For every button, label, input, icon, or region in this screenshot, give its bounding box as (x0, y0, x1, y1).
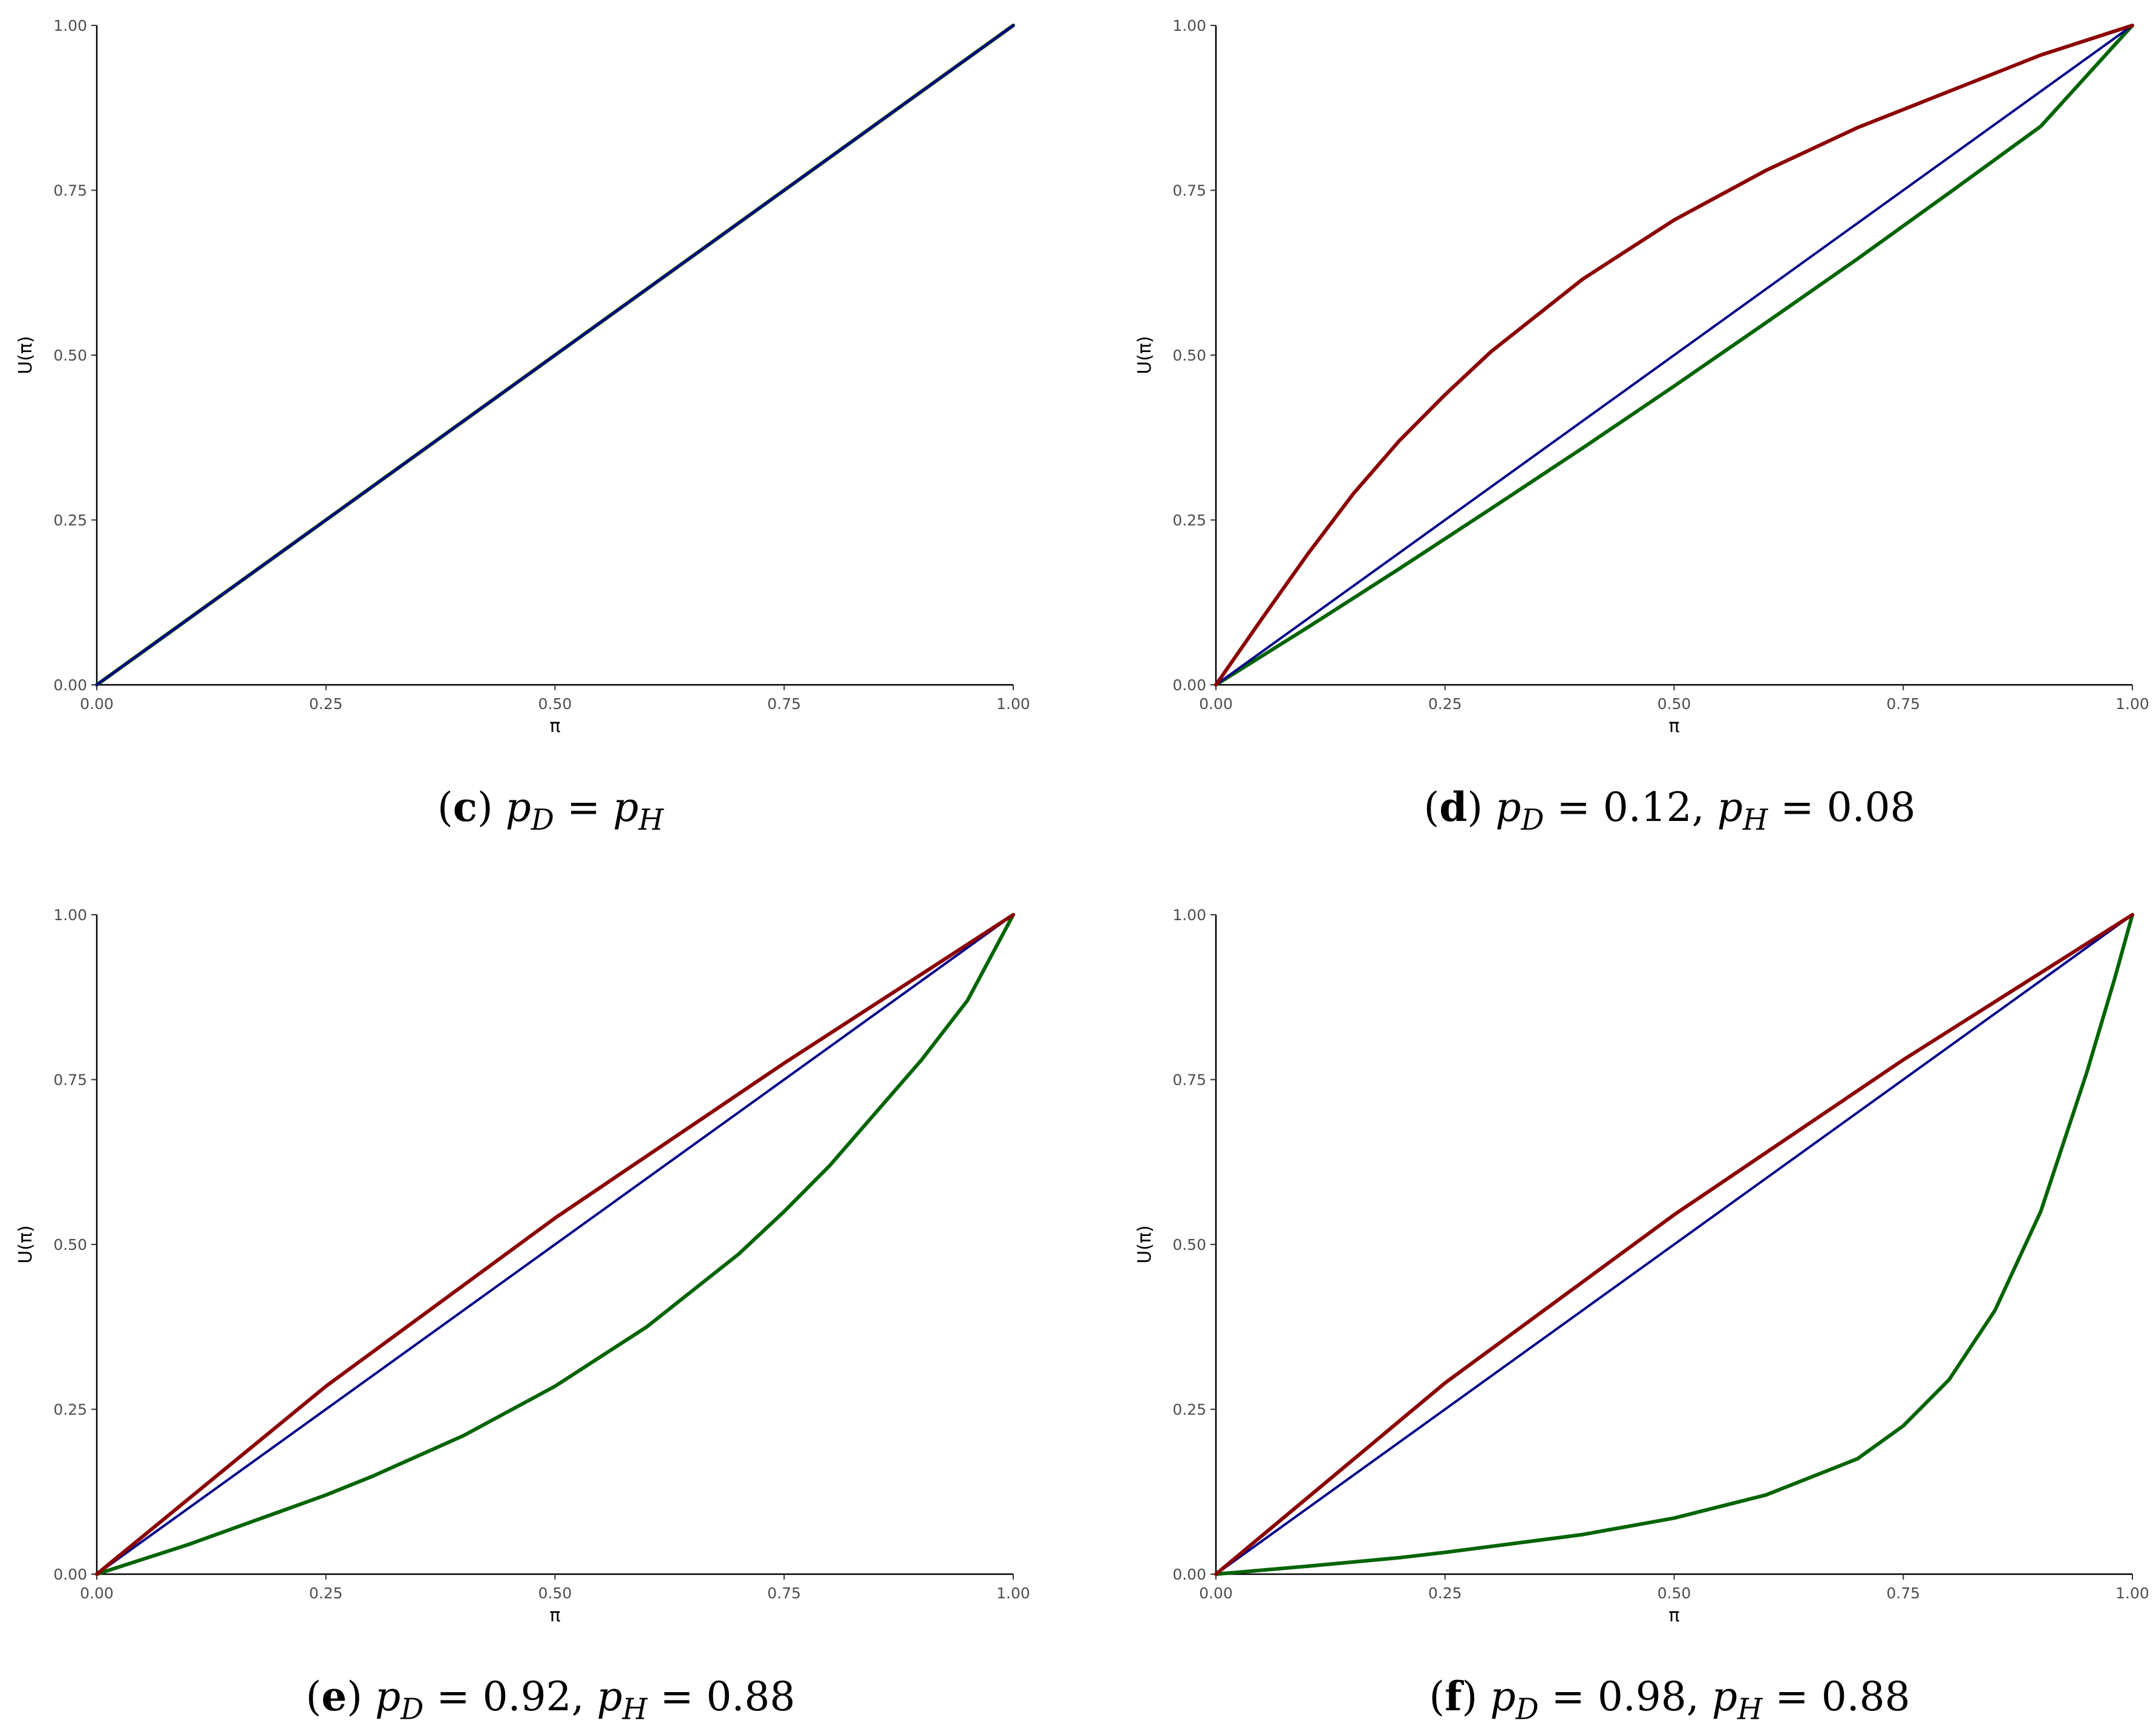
x-tick-label: 0.25 (309, 1584, 343, 1602)
caption-c: (c) pD = pH (437, 783, 664, 837)
series-line-blue (96, 914, 1014, 1575)
y-tick-label: 0.50 (1172, 1236, 1206, 1254)
x-tick-label: 0.00 (1199, 695, 1233, 713)
chart-f: 0.00 0.25 0.50 0.75 1.00 0.00 0.25 0.50 0.75 1.00… (1134, 906, 2149, 1626)
y-tick-label: 0.50 (53, 347, 87, 364)
y-tick-label: 0.25 (53, 512, 87, 529)
y-tick-label: 0.25 (1172, 1401, 1206, 1419)
chart-d: 0.00 0.25 0.50 0.75 1.00 0.00 0.25 0.50 0.75 1.00… (1134, 17, 2149, 737)
x-tick-label: 1.00 (996, 695, 1030, 713)
x-tick-label: 0.50 (538, 695, 572, 713)
y-axis-title: U(π) (15, 1225, 36, 1263)
x-tick-label: 1.00 (2115, 1584, 2149, 1602)
x-axis-title: π (1668, 1605, 1679, 1626)
x-axis-title: π (1668, 716, 1679, 737)
y-tick-label: 1.00 (1172, 17, 1206, 34)
x-tick-label: 0.75 (767, 1584, 801, 1602)
x-tick-label: 1.00 (996, 1584, 1030, 1602)
series-line-green (1214, 24, 2134, 687)
y-axis-title: U(π) (1134, 336, 1155, 374)
x-tick-label: 0.75 (1886, 1584, 1920, 1602)
y-tick-label: 0.75 (53, 1071, 87, 1089)
series-line-blue (1215, 24, 2134, 686)
y-tick-label: 0.00 (53, 1566, 87, 1583)
x-tick-label: 0.25 (1428, 695, 1462, 713)
x-tick-label: 0.75 (1886, 695, 1920, 713)
y-tick-label: 1.00 (53, 17, 87, 34)
y-tick-label: 0.00 (53, 676, 87, 694)
x-tick-label: 1.00 (2115, 695, 2149, 713)
y-tick-label: 0.25 (1172, 512, 1206, 529)
y-tick-label: 0.50 (53, 1236, 87, 1254)
x-tick-label: 0.50 (1658, 695, 1691, 713)
x-tick-label: 0.25 (309, 695, 343, 713)
x-tick-label: 0.00 (80, 1584, 114, 1602)
caption-f: (f) pD = 0.98, pH = 0.88 (1429, 1673, 1910, 1726)
y-tick-label: 0.75 (1172, 1071, 1206, 1089)
y-tick-label: 1.00 (1172, 906, 1206, 924)
y-tick-label: 0.75 (1172, 182, 1206, 200)
chart-c: 0.00 0.25 0.50 0.75 1.00 0.00 0.25 0.50 0.75 1.00… (15, 17, 1030, 737)
series-line-blue (1215, 914, 2134, 1575)
y-tick-label: 1.00 (53, 906, 87, 924)
x-tick-label: 0.00 (1199, 1584, 1233, 1602)
x-axis-title: π (549, 716, 560, 737)
x-tick-label: 0.00 (80, 695, 114, 713)
y-tick-label: 0.50 (1172, 347, 1206, 364)
x-tick-label: 0.50 (538, 1584, 572, 1602)
series-line-red (1214, 913, 2134, 1576)
series-line-blue (96, 24, 1014, 686)
y-tick-label: 0.25 (53, 1401, 87, 1419)
x-tick-label: 0.50 (1658, 1584, 1691, 1602)
series-line-red (95, 913, 1015, 1576)
y-tick-label: 0.00 (1172, 1566, 1206, 1583)
y-axis-title: U(π) (1134, 1225, 1155, 1263)
y-tick-label: 0.75 (53, 182, 87, 200)
caption-e: (e) pD = 0.92, pH = 0.88 (305, 1673, 795, 1726)
x-tick-label: 0.75 (767, 695, 801, 713)
chart-e: 0.00 0.25 0.50 0.75 1.00 0.00 0.25 0.50 0.75 1.00… (15, 906, 1030, 1626)
y-axis-title: U(π) (15, 336, 36, 374)
y-tick-label: 0.00 (1172, 676, 1206, 694)
series-line-green (95, 913, 1015, 1576)
x-tick-label: 0.25 (1428, 1584, 1462, 1602)
x-axis-title: π (549, 1605, 560, 1626)
series-line-red (1214, 24, 2134, 687)
caption-d: (d) pD = 0.12, pH = 0.08 (1423, 783, 1916, 837)
series-line-green (1214, 913, 2134, 1576)
